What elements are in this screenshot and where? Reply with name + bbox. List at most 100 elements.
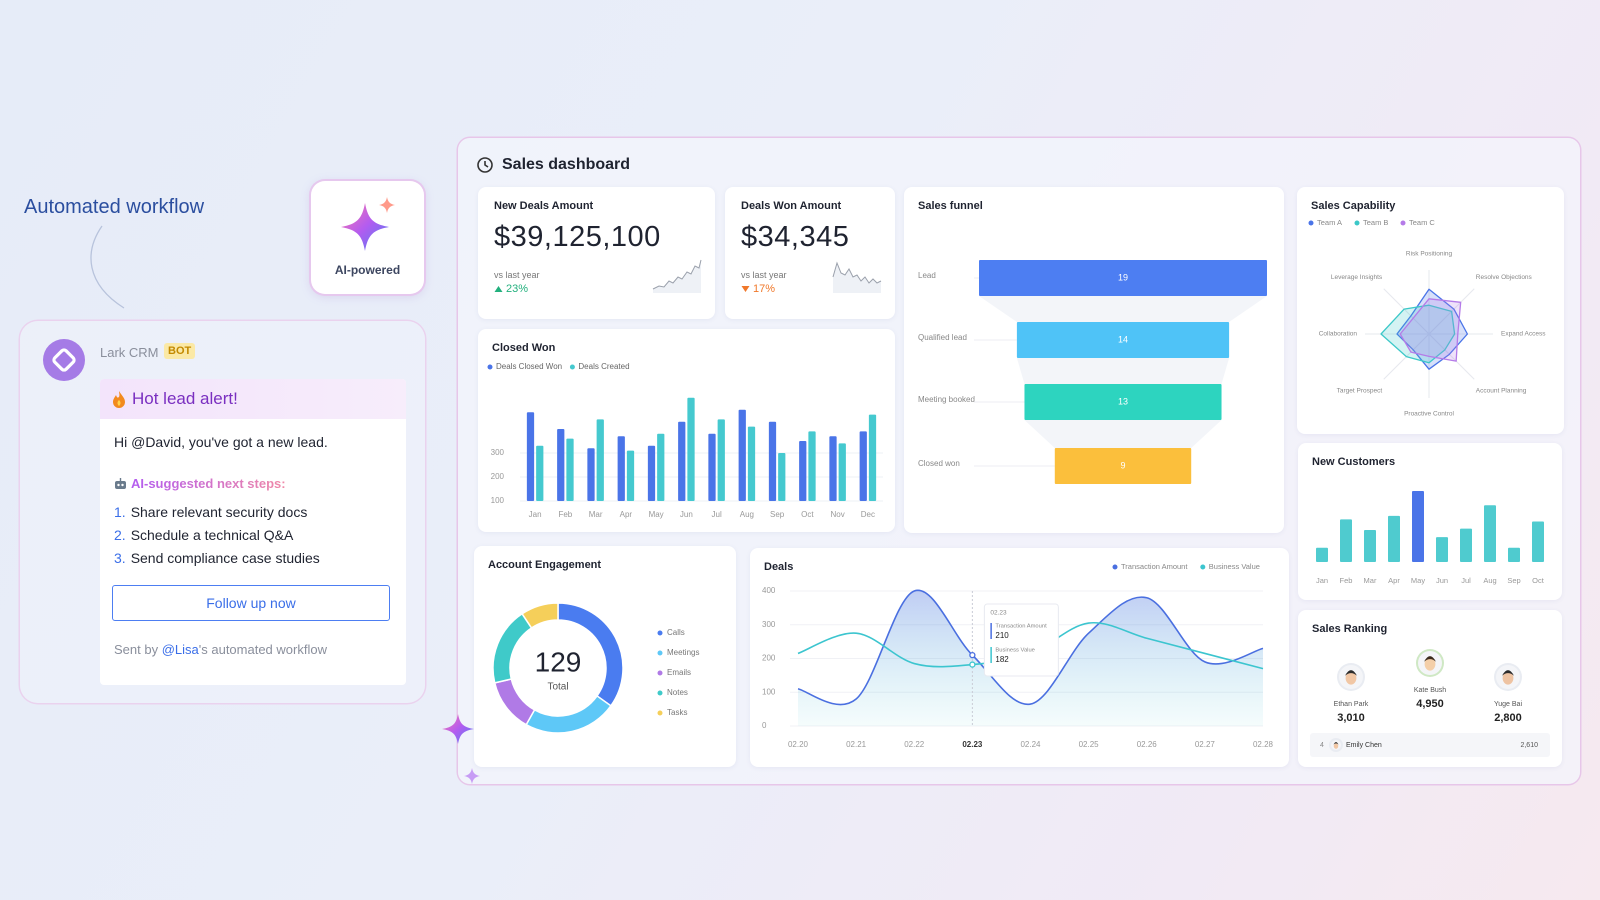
x-tick-label: Mar [1364,576,1377,585]
new-customers-chart: Jan Feb Mar Apr May Jun Jul Aug Sep Oct [1316,491,1545,585]
axis-label: Risk Positioning [1406,251,1453,258]
follow-up-button[interactable]: Follow up now [112,585,390,621]
new-customers-card: New Customers Jan Feb Mar Apr May Jun Jul Aug Se… [1298,443,1562,600]
x-tick-label: Jul [712,510,722,519]
arrow-shape [741,286,750,292]
funnel-bar [1054,448,1192,484]
bar [859,431,867,501]
kpi-card: Deals Won Amount $34,345 vs last year 17… [725,187,895,319]
x-tick-label: Apr [620,510,633,519]
x-tick-label: Jan [1316,576,1328,585]
card-title: Account Engagement [488,559,602,571]
step-text: Schedule a technical Q&A [130,527,294,543]
legend-dot [487,364,493,370]
bar [557,429,565,501]
stage-label: Qualified lead [918,333,967,342]
bar [708,433,716,501]
funnel-bar [1016,322,1230,358]
x-tick-label: Apr [1388,576,1400,585]
bar [868,414,877,501]
y-tick-label: 200 [491,472,505,481]
funnel-connector [1024,420,1222,448]
legend-dot [1354,220,1360,226]
bar [587,448,595,501]
bar [747,426,756,501]
stage-label: Closed won [918,459,960,468]
bar [808,431,816,501]
ranking-row-value: 2,610 [1520,742,1538,749]
kpi-arrow [741,286,750,292]
axis-label: Proactive Control [1404,411,1454,418]
y-tick-label: 100 [491,496,505,505]
line-series [797,589,1264,706]
deals-card: Deals 0 100 200 300 400 02.20 02.21 02.22 02.23 0… [750,548,1289,767]
bar [647,445,656,501]
x-tick-label: 02.26 [1137,740,1158,749]
funnel-value: 19 [1118,272,1128,282]
bar [799,441,807,501]
footer-suffix: 's automated workflow [198,642,327,657]
donut-total: 129 [535,646,582,677]
x-tick-label: Mar [589,510,603,519]
x-tick-label: 02.23 [962,740,983,749]
funnel-value: 13 [1118,396,1128,406]
bar [536,445,544,501]
bar [1460,528,1472,562]
legend-dot [1112,564,1118,570]
x-tick-label: May [1411,576,1425,585]
legend-dot [657,630,663,636]
donut-segment [521,602,559,630]
stage-label: Meeting booked [918,395,975,404]
ranking-row-name: Emily Chen [1346,742,1382,749]
frame-sparkles [442,714,480,784]
avatar-face [1424,657,1436,671]
legend-dot [657,670,663,676]
alert-header [100,379,406,419]
ranking-name: Ethan Park [1334,701,1369,708]
ranking-name: Kate Bush [1414,687,1446,694]
funnel-value: 9 [1120,460,1125,470]
ranking: Ethan Park 3,010 Kate Bush 4,950 Yuge Bai 2,8… [1310,649,1550,757]
radar-chart: Team A Team B Team C Risk Positioning Resolv… [1308,218,1546,418]
step: 2. Schedule a technical Q&A [114,524,320,547]
message-panel: Lark CRM BOT Hot lead alert! Hi @David, … [20,321,425,703]
legend-dot [1308,220,1314,226]
capability-card: Sales Capability Team A Team B Team C Risk … [1297,187,1564,434]
funnel-connector [1016,358,1230,384]
avatar-hair [1424,656,1436,662]
bar [838,443,846,501]
funnel-bar [979,260,1267,296]
bar [596,419,604,501]
bar [1532,521,1544,562]
x-tick-label: 02.27 [1195,740,1216,749]
donut-segment [493,678,536,726]
ranking-card: Sales Ranking Ethan Park 3,010 Kate Bush 4,… [1298,610,1562,767]
card-title: Sales Ranking [1312,623,1388,635]
x-tick-label: Feb [1340,576,1353,585]
axis-label: Resolve Objections [1476,274,1533,281]
ranking-rank: 4 [1320,742,1324,749]
legend-dot [657,710,663,716]
x-tick-label: Aug [740,510,754,519]
ranking-row [1310,733,1550,757]
kpi-value: $34,345 [741,221,850,253]
x-tick-label: 02.24 [1020,740,1041,749]
bar [1484,505,1496,562]
tooltip-box [983,603,1059,677]
bar [687,397,695,501]
radar-area [1396,288,1469,370]
bar [1340,519,1352,562]
x-tick-label: Dec [861,510,875,519]
bar [768,421,777,501]
robot-icon [115,478,126,489]
step: 3. Send compliance case studies [114,547,320,570]
legend-label: Team B [1363,218,1388,227]
radar-area [1380,304,1456,364]
step-text: Share relevant security docs [130,504,308,520]
y-tick-label: 400 [762,586,776,595]
x-tick-label: May [649,510,664,519]
avatar-hair [1333,742,1339,745]
step-number: 3. [114,550,126,566]
y-tick-label: 200 [762,654,776,663]
bar [678,421,686,501]
